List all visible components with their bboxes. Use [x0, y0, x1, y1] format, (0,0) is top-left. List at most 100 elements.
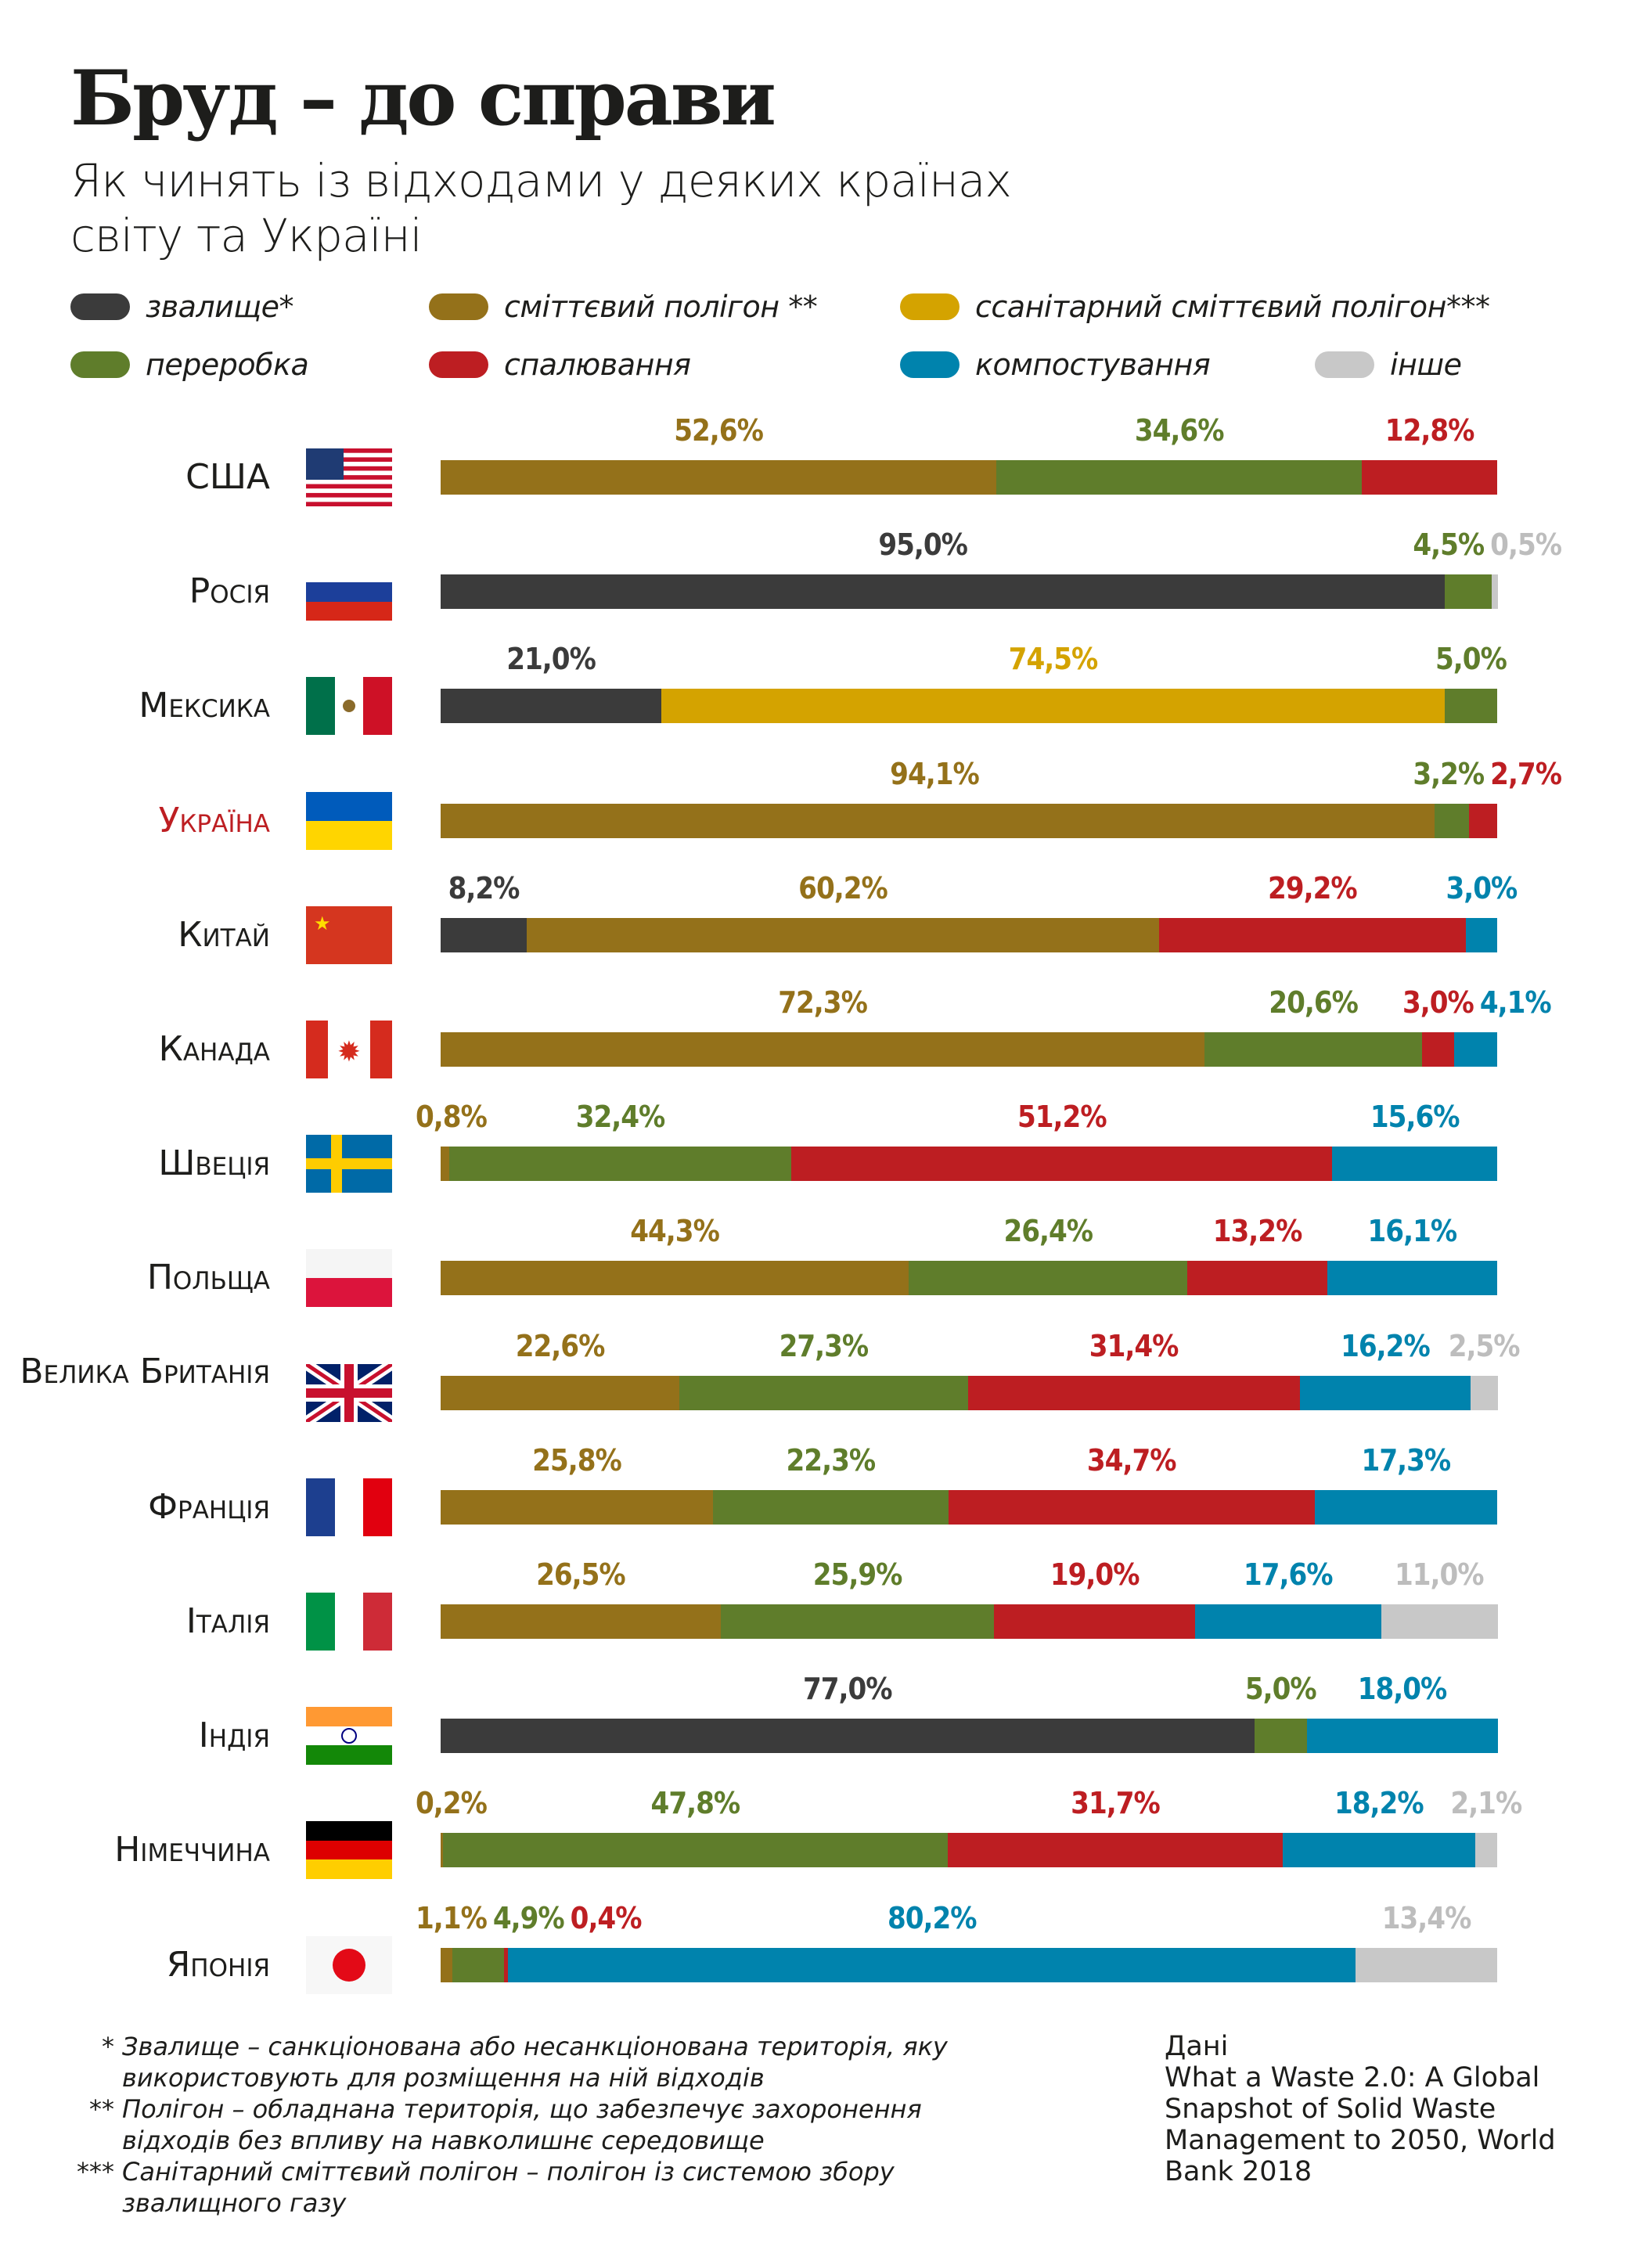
bar-segment-other — [1381, 1604, 1498, 1639]
legend-swatch — [900, 293, 960, 320]
value-label: 8,2% — [448, 870, 520, 905]
value-label: 17,3% — [1361, 1442, 1452, 1478]
value-label: 18,2% — [1334, 1786, 1424, 1821]
footnotes: * Звалище – санкціонована або несанкціоно… — [70, 2031, 1010, 2219]
legend-item-recycling: переробка — [70, 347, 309, 382]
bar-segment-recycling — [1204, 1032, 1423, 1067]
value-label: 17,6% — [1243, 1557, 1334, 1592]
footnote-mark: *** — [77, 2157, 114, 2187]
value-label: 18,0% — [1357, 1672, 1448, 1707]
bar-segment-recycling — [720, 1604, 995, 1639]
value-label: 22,3% — [786, 1442, 877, 1478]
bar-segment-incineration — [504, 1947, 509, 1982]
legend-item-sanitary: ссанітарний сміттєвий полігон*** — [900, 290, 1490, 324]
legend-item-landfill: сміттєвий полігон ** — [429, 290, 818, 324]
flag-mx-icon — [306, 677, 392, 736]
country-label: США — [185, 457, 270, 497]
country-label: Канада — [158, 1029, 270, 1069]
legend-item-dump: звалище* — [70, 290, 294, 324]
value-label: 80,2% — [887, 1900, 978, 1935]
flag-ru-icon — [306, 563, 392, 621]
value-label: 32,4% — [575, 1100, 666, 1135]
value-label: 3,2% — [1413, 756, 1485, 791]
value-label: 3,0% — [1402, 985, 1474, 1020]
bar-segment-composting — [508, 1947, 1356, 1982]
bar-segment-incineration — [967, 1375, 1301, 1410]
value-label: 16,2% — [1341, 1328, 1431, 1363]
bar-segment-landfill — [441, 1375, 680, 1410]
footnote: *** Санітарний сміттєвий полігон – поліго… — [70, 2156, 1010, 2219]
flag-ca-icon: ✹ — [306, 1021, 392, 1078]
value-label: 47,8% — [650, 1786, 741, 1821]
bar-segment-incineration — [1422, 1032, 1455, 1067]
value-label: 27,3% — [779, 1328, 870, 1363]
value-label: 26,4% — [1003, 1214, 1093, 1249]
bar-segment-dump — [441, 574, 1445, 610]
footnote-text: Полігон – обладнана територія, що забезп… — [122, 2094, 922, 2155]
flag-jp-icon — [306, 1935, 392, 1994]
value-label: 31,4% — [1089, 1328, 1179, 1363]
bar-segment-landfill — [441, 1261, 909, 1296]
country-label: Польща — [146, 1258, 270, 1298]
value-label: 94,1% — [890, 756, 980, 791]
value-label: 12,8% — [1384, 413, 1475, 448]
country-label: Велика Британія — [20, 1351, 270, 1391]
value-label: 21,0% — [506, 642, 596, 677]
flag-cn-icon: ★ — [306, 905, 392, 964]
bar-segment-landfill — [441, 1947, 453, 1982]
country-label: Китай — [178, 914, 270, 955]
bar-segment-composting — [1299, 1375, 1471, 1410]
value-label: 13,2% — [1212, 1214, 1303, 1249]
bar-segment-composting — [1453, 1032, 1498, 1067]
value-label: 34,6% — [1134, 413, 1225, 448]
footnote-mark: * — [102, 2032, 114, 2061]
legend-label: компостування — [975, 347, 1211, 382]
country-label: Україна — [158, 800, 270, 841]
bar-segment-recycling — [1444, 574, 1492, 610]
bar-segment-incineration — [1187, 1261, 1328, 1296]
source-label: Дані — [1165, 2031, 1229, 2062]
country-label: Росія — [189, 571, 270, 612]
legend-swatch — [429, 351, 488, 378]
country-label: Індія — [198, 1715, 270, 1756]
value-label: 1,1% — [416, 1900, 488, 1935]
footnote-text: Звалище – санкціонована або несанкціонов… — [122, 2032, 948, 2093]
bar-segment-composting — [1465, 917, 1498, 952]
footnote: ** Полігон – обладнана територія, що забе… — [70, 2093, 1010, 2156]
value-label: 4,5% — [1413, 527, 1485, 563]
bar-segment-recycling — [679, 1375, 969, 1410]
bar-segment-landfill — [441, 1489, 714, 1525]
flag-fr-icon — [306, 1478, 392, 1536]
bar-segment-landfill — [441, 1147, 450, 1182]
value-label: 95,0% — [878, 527, 968, 563]
bar-segment-landfill — [441, 1833, 444, 1868]
legend-swatch — [1315, 351, 1374, 378]
value-label: 0,5% — [1490, 527, 1562, 563]
bar-segment-landfill — [441, 803, 1435, 838]
value-label: 31,7% — [1071, 1786, 1161, 1821]
value-label: 4,1% — [1479, 985, 1552, 1020]
bar-segment-recycling — [1254, 1719, 1308, 1754]
flag-it-icon — [306, 1593, 392, 1651]
bar-segment-recycling — [1435, 803, 1470, 838]
value-label: 0,4% — [570, 1900, 643, 1935]
value-label: 22,6% — [515, 1328, 606, 1363]
legend-label: спалювання — [504, 347, 691, 382]
value-label: 20,6% — [1269, 985, 1359, 1020]
value-label: 2,7% — [1490, 756, 1562, 791]
bar-segment-dump — [441, 1719, 1255, 1754]
legend-swatch — [70, 351, 130, 378]
value-label: 11,0% — [1394, 1557, 1485, 1592]
bar-segment-recycling — [909, 1261, 1188, 1296]
bar-segment-composting — [1332, 1147, 1498, 1182]
value-label: 19,0% — [1050, 1557, 1140, 1592]
bar-segment-incineration — [1158, 917, 1467, 952]
value-label: 29,2% — [1268, 870, 1358, 905]
footnote-mark: ** — [89, 2094, 114, 2124]
bar-segment-landfill — [441, 1032, 1205, 1067]
bar-segment-recycling — [996, 460, 1363, 495]
bar-segment-recycling — [1444, 689, 1498, 724]
bar-segment-incineration — [948, 1489, 1316, 1525]
bar-segment-dump — [441, 917, 527, 952]
value-label: 44,3% — [630, 1214, 720, 1249]
